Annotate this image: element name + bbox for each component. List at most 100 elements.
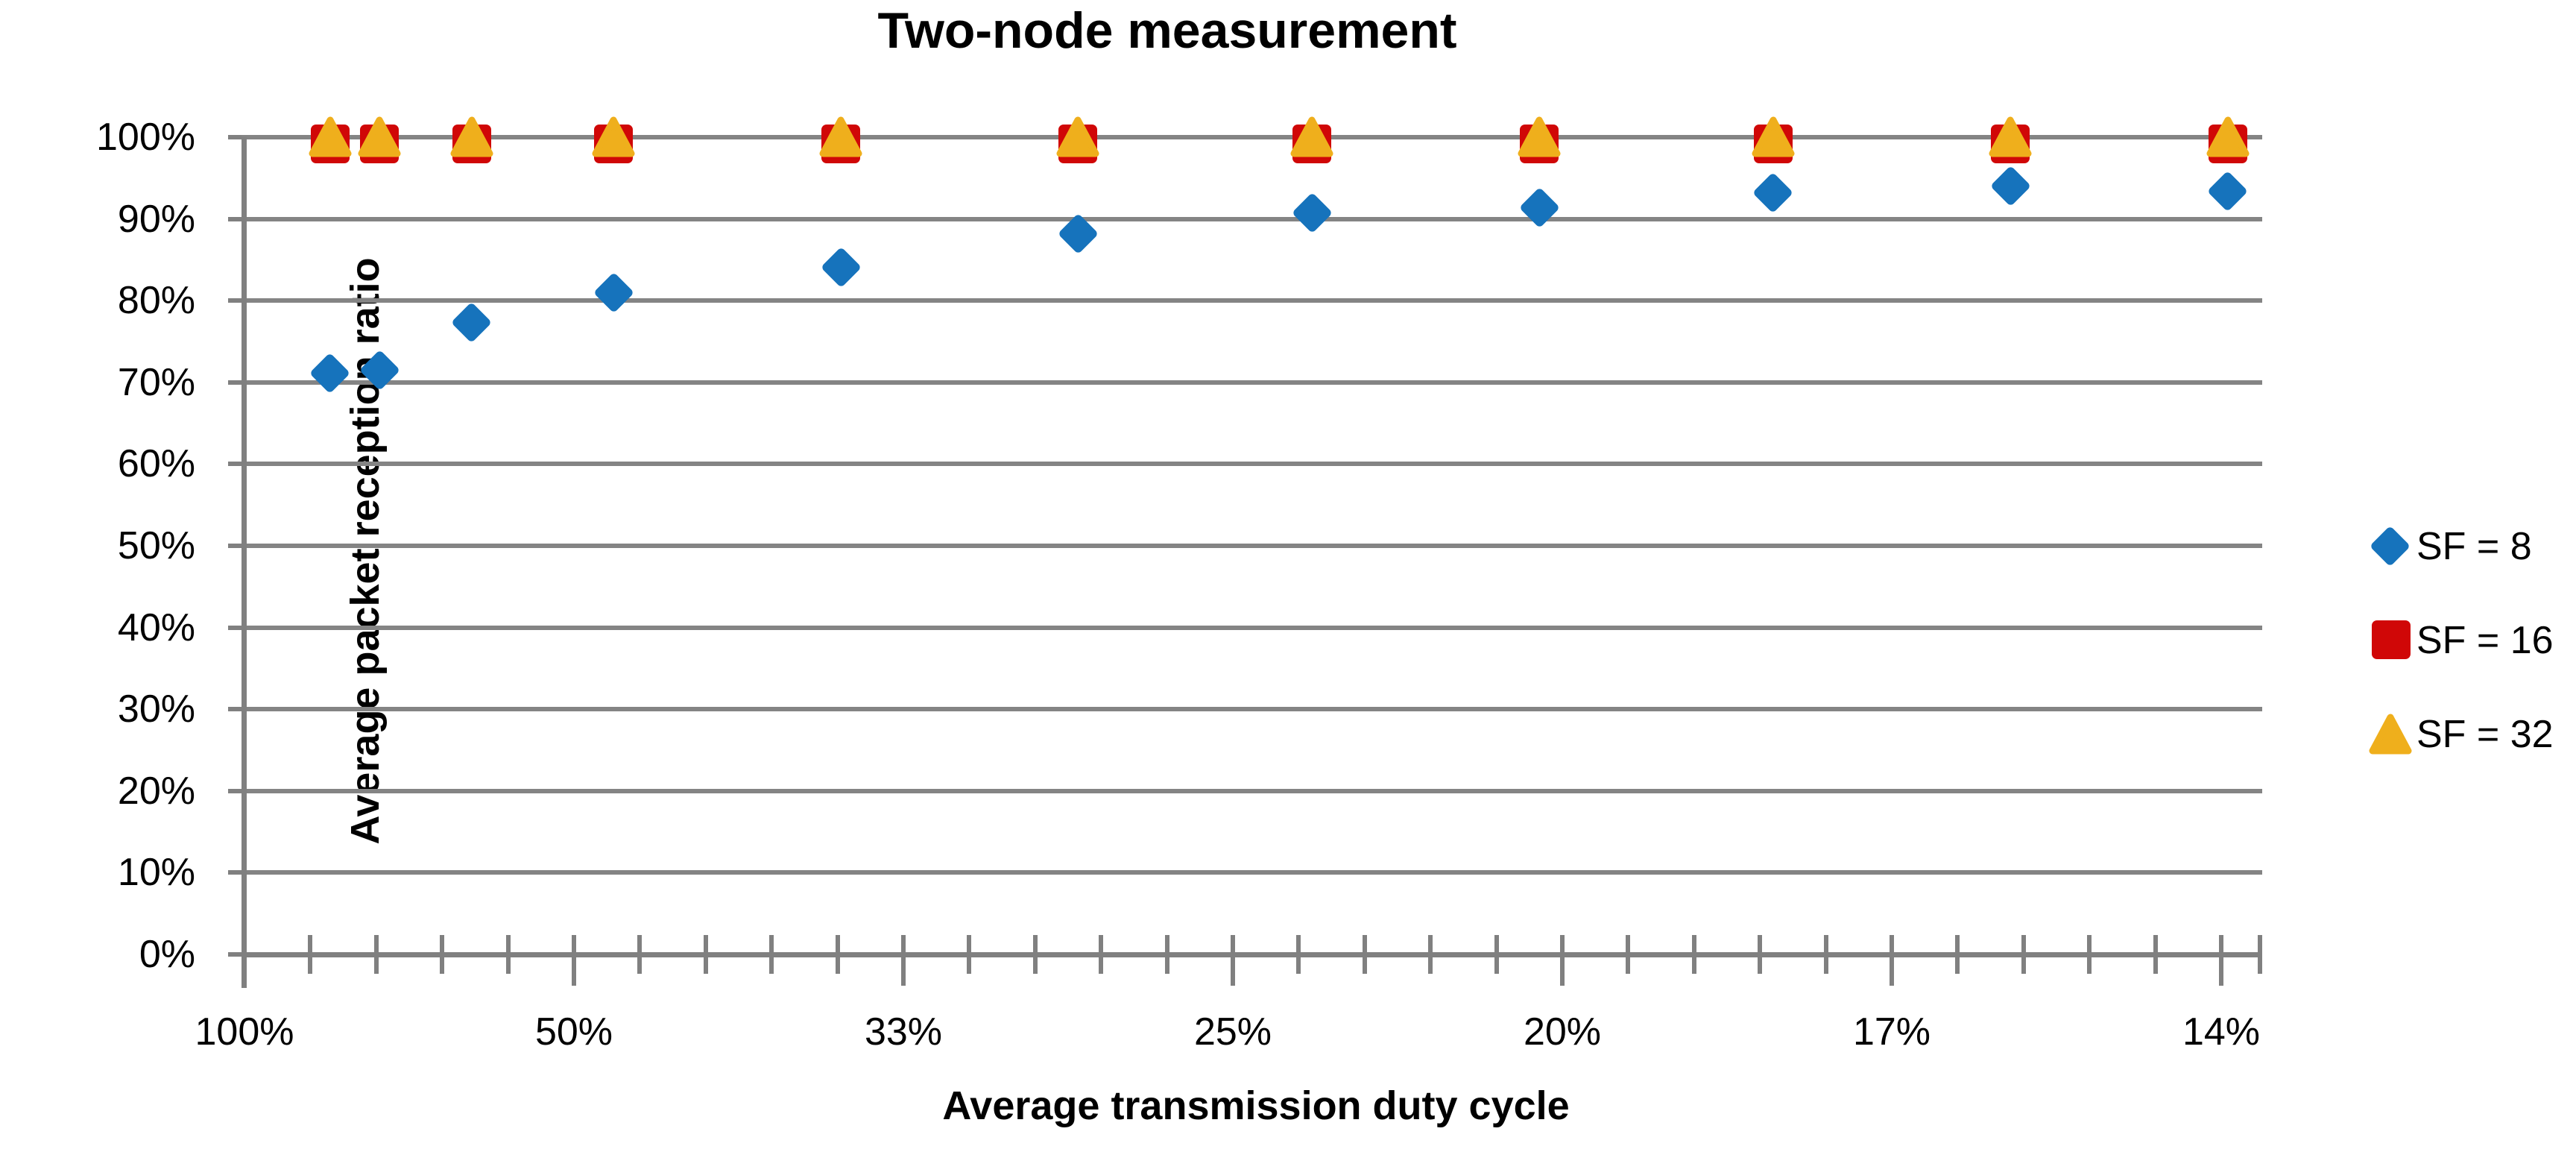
data-point-sf32 (309, 116, 352, 159)
x-axis-minor-tick (2021, 935, 2026, 974)
data-point-sf8 (2207, 170, 2249, 212)
y-tick-label: 60% (117, 442, 195, 486)
legend-diamond-icon (2369, 525, 2411, 567)
y-axis-tick (228, 216, 242, 221)
x-tick-label: 25% (1193, 1010, 1272, 1054)
data-point-sf32 (1752, 116, 1795, 159)
data-point-sf32 (1989, 116, 2032, 159)
x-axis-minor-tick (1691, 935, 1696, 974)
data-point-sf32 (819, 116, 862, 159)
data-point-sf8 (593, 271, 634, 313)
x-tick-label: 14% (2182, 1010, 2261, 1054)
x-tick-label: 20% (1523, 1010, 1602, 1054)
data-point-sf8 (1989, 166, 2031, 207)
x-axis-minor-tick (1955, 935, 1960, 974)
data-point-sf8 (1752, 171, 1794, 214)
y-axis-tick (228, 625, 242, 630)
y-tick-label: 0% (139, 933, 195, 976)
x-axis-minor-tick (1494, 935, 1499, 974)
gridline (242, 707, 2262, 712)
y-axis-line (242, 137, 247, 988)
x-axis-title: Average transmission duty cycle (942, 1083, 1570, 1128)
data-point-sf32 (1518, 116, 1561, 159)
x-axis-minor-tick (1626, 935, 1631, 974)
x-axis-major-tick (1560, 935, 1565, 986)
x-axis-minor-tick (835, 935, 840, 974)
x-axis-minor-tick (440, 935, 445, 974)
y-tick-label: 20% (117, 769, 195, 813)
gridline (242, 625, 2262, 630)
data-point-sf8 (820, 246, 862, 288)
gridline (242, 788, 2262, 793)
legend-label-sf8: SF = 8 (2416, 525, 2532, 568)
x-axis-minor-tick (1032, 935, 1038, 974)
gridline (242, 870, 2262, 875)
data-point-sf8 (451, 302, 493, 344)
legend-triangle-glyph (2369, 713, 2412, 756)
x-axis-minor-tick (1428, 935, 1433, 974)
y-tick-label: 30% (117, 687, 195, 731)
y-axis-tick (228, 788, 242, 793)
x-axis-minor-tick (769, 935, 774, 974)
gridline (242, 298, 2262, 303)
x-axis-major-tick (242, 935, 247, 986)
gridline (242, 380, 2262, 385)
x-tick-label: 50% (534, 1010, 613, 1054)
y-axis-tick (228, 952, 242, 957)
x-axis-minor-tick (703, 935, 708, 974)
x-tick-label: 100% (195, 1010, 294, 1054)
x-tick-label: 33% (864, 1010, 943, 1054)
y-tick-label: 70% (117, 360, 195, 404)
x-axis-minor-tick (373, 935, 379, 974)
x-axis-minor-tick (2153, 935, 2158, 974)
gridline (242, 216, 2262, 221)
data-point-sf32 (358, 116, 401, 159)
legend-square-icon (2372, 620, 2411, 659)
x-axis-minor-tick (1362, 935, 1367, 974)
gridline (242, 544, 2262, 548)
x-axis-major-tick (2219, 935, 2223, 986)
y-axis-tick (228, 870, 242, 875)
y-axis-tick (228, 544, 242, 548)
y-tick-label: 40% (117, 605, 195, 649)
chart-title: Two-node measurement (877, 2, 1457, 59)
gridline (242, 135, 2262, 139)
legend-label-sf32: SF = 32 (2416, 713, 2554, 756)
y-axis-tick (228, 135, 242, 139)
x-axis-major-tick (1890, 935, 1894, 986)
legend-label-sf16: SF = 16 (2416, 619, 2554, 662)
data-point-sf32 (2206, 116, 2250, 159)
x-axis-major-tick (1231, 935, 1235, 986)
y-axis-tick (228, 298, 242, 303)
x-axis-major-tick (572, 935, 576, 986)
x-axis-minor-tick (1823, 935, 1828, 974)
x-axis-minor-tick (637, 935, 643, 974)
y-tick-label: 80% (117, 279, 195, 323)
y-tick-label: 50% (117, 524, 195, 567)
x-axis-line (242, 952, 2262, 957)
x-axis-minor-tick (1758, 935, 1763, 974)
data-point-sf32 (1056, 116, 1099, 159)
x-axis-minor-tick (2087, 935, 2092, 974)
x-axis-minor-tick (1296, 935, 1301, 974)
x-axis-minor-tick (505, 935, 511, 974)
x-axis-minor-tick (967, 935, 972, 974)
y-tick-label: 10% (117, 851, 195, 895)
y-tick-label: 100% (96, 116, 195, 159)
x-axis-minor-tick (1164, 935, 1169, 974)
y-axis-tick (228, 462, 242, 467)
data-point-sf32 (450, 116, 493, 159)
gridline (242, 462, 2262, 467)
y-axis-tick (228, 380, 242, 385)
data-point-sf32 (592, 116, 635, 159)
x-axis-minor-tick (1099, 935, 1104, 974)
data-point-sf8 (1518, 186, 1560, 228)
y-axis-tick (228, 707, 242, 712)
x-axis-minor-tick (308, 935, 313, 974)
x-axis-major-tick (901, 935, 906, 986)
data-point-sf32 (1290, 116, 1333, 159)
data-point-sf8 (1291, 192, 1333, 234)
x-axis-end-tick (2258, 935, 2262, 974)
x-tick-label: 17% (1852, 1010, 1931, 1054)
